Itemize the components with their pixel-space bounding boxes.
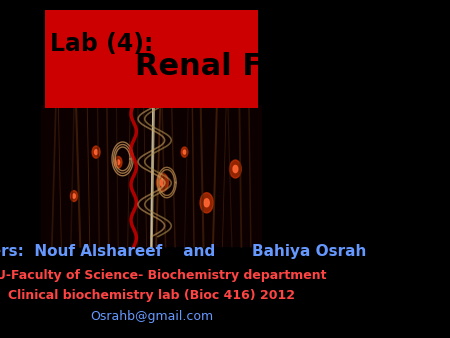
Text: Lecturers:  Nouf Alshareef    and       Bahiya Osrah: Lecturers: Nouf Alshareef and Bahiya Osr… <box>0 244 367 259</box>
Circle shape <box>204 199 209 207</box>
Circle shape <box>70 191 77 201</box>
Circle shape <box>183 150 186 154</box>
Circle shape <box>160 179 165 186</box>
Text: Renal Function test (RFT): Renal Function test (RFT) <box>50 52 450 81</box>
Circle shape <box>157 173 168 192</box>
Circle shape <box>92 146 100 158</box>
Text: Lab (4):: Lab (4): <box>50 32 153 56</box>
FancyBboxPatch shape <box>45 10 257 108</box>
Circle shape <box>200 193 213 213</box>
FancyBboxPatch shape <box>41 105 262 247</box>
Text: KAU-Faculty of Science- Biochemistry department: KAU-Faculty of Science- Biochemistry dep… <box>0 269 326 282</box>
Circle shape <box>230 160 241 178</box>
Circle shape <box>117 160 120 165</box>
Text: Clinical biochemistry lab (Bioc 416) 2012: Clinical biochemistry lab (Bioc 416) 201… <box>8 289 295 302</box>
Circle shape <box>181 147 188 157</box>
Text: Osrahb@gmail.com: Osrahb@gmail.com <box>90 310 213 322</box>
Circle shape <box>94 150 98 154</box>
Circle shape <box>114 156 122 168</box>
Circle shape <box>72 194 76 198</box>
Circle shape <box>233 165 238 173</box>
